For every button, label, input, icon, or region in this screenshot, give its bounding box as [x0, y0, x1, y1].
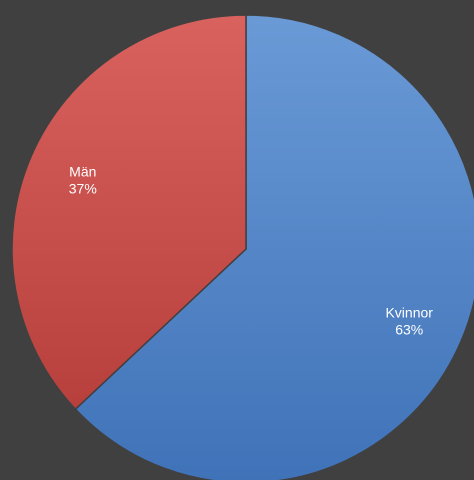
slice-category-label: Kvinnor [385, 305, 433, 321]
pie-slices [12, 15, 474, 480]
slice-percent-label: 37% [69, 180, 97, 196]
slice-label-m-n: Män 37% [69, 163, 97, 196]
slice-category-label: Män [69, 163, 96, 179]
slice-percent-label: 63% [395, 322, 423, 338]
